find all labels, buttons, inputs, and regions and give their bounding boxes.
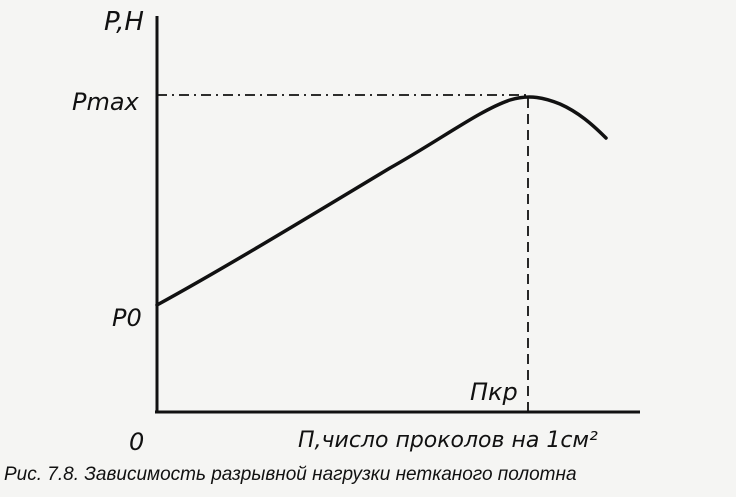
p0-label: P0 [112,304,142,332]
nkr-label: Пкр [470,378,518,406]
figure-caption: Рис. 7.8. Зависимость разрывной нагрузки… [4,464,577,485]
y-axis-label: P,H [104,7,144,37]
x-axis-label: П,число проколов на 1см² [298,428,598,453]
pmax-label: Pmax [72,88,140,116]
load-curve [155,95,608,307]
origin-label: 0 [129,428,144,456]
